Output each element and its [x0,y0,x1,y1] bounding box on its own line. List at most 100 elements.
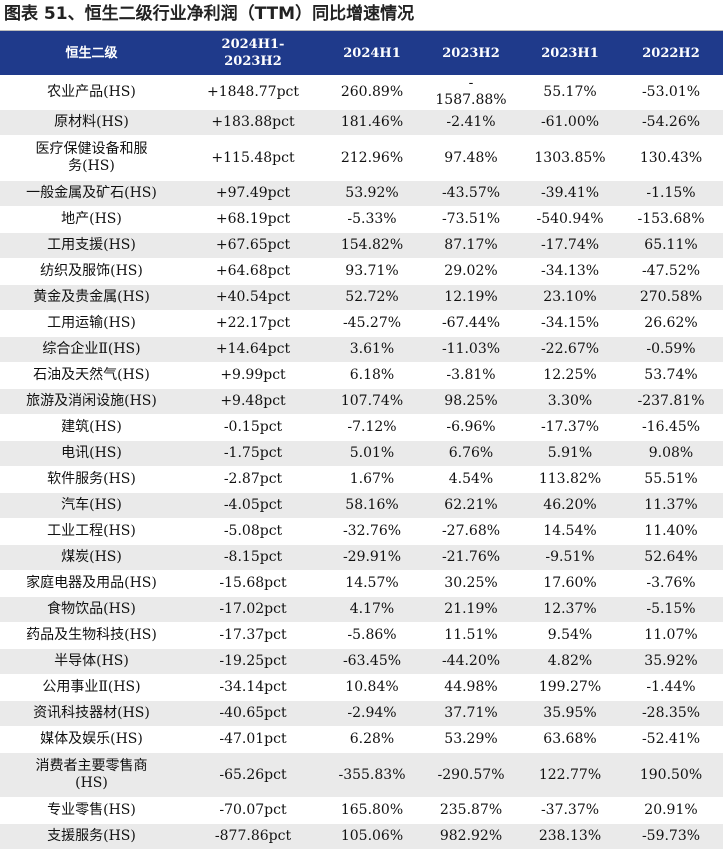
change-cell: +183.88pct [183,109,323,136]
value-2024h1-cell: -32.76% [323,518,421,545]
value-2023h1-cell: -61.00% [521,109,619,136]
growth-table: 恒生二级 2024H1- 2023H2 2024H1 2023H2 2023H1… [0,31,723,850]
value-2024h1-cell: 107.74% [323,388,421,415]
table-row: 支援服务(HS) -877.86pct 105.06% 982.92% 238.13% -… [0,823,723,850]
value-2023h1-cell: 14.54% [521,518,619,545]
value-2022h2-cell: -1.15% [619,180,723,207]
change-cell: -877.86pct [183,823,323,850]
value-2022h2-cell: -54.26% [619,109,723,136]
figure-title: 图表 51、恒生二级行业净利润（TTM）同比增速情况 [0,0,723,31]
value-2022h2-cell: 52.64% [619,544,723,571]
table-row: 食物饮品(HS) -17.02pct 4.17% 21.19% 12.37% -5.15% [0,596,723,623]
change-cell: -70.07pct [183,797,323,824]
table-row: 半导体(HS) -19.25pct -63.45% -44.20% 4.82% 35.92… [0,648,723,675]
value-2024h1-cell: -45.27% [323,310,421,337]
change-cell: -4.05pct [183,492,323,519]
value-2023h1-cell: 4.82% [521,648,619,675]
industry-cell: 纺织及服饰(HS) [0,258,183,285]
value-2024h1-cell: 58.16% [323,492,421,519]
value-2023h1-cell: -540.94% [521,206,619,233]
header-2022h2: 2022H2 [619,31,723,75]
table-row: 公用事业Ⅱ(HS) -34.14pct 10.84% 44.98% 199.27% -1.… [0,674,723,701]
table-row: 石油及天然气(HS) +9.99pct 6.18% -3.81% 12.25% 53.74… [0,362,723,389]
value-2023h2-cell: 12.19% [421,284,521,311]
table-row: 医疗保健设备和服 务(HS) +115.48pct 212.96% 97.48% 130… [0,135,723,181]
industry-cell: 药品及生物科技(HS) [0,622,183,649]
value-2022h2-cell: -1.44% [619,674,723,701]
value-2024h1-cell: 53.92% [323,180,421,207]
value-2022h2-cell: -52.41% [619,726,723,753]
value-2023h1-cell: 63.68% [521,726,619,753]
value-2022h2-cell: -16.45% [619,414,723,441]
value-2024h1-cell: 52.72% [323,284,421,311]
value-2023h2-cell: -44.20% [421,648,521,675]
value-2023h1-cell: -22.67% [521,336,619,363]
value-2024h1-cell: 181.46% [323,109,421,136]
table-row: 原材料(HS) +183.88pct 181.46% -2.41% -61.00% -54… [0,109,723,136]
table-row: 建筑(HS) -0.15pct -7.12% -6.96% -17.37% -16.45% [0,414,723,441]
value-2022h2-cell: 53.74% [619,362,723,389]
industry-cell: 专业零售(HS) [0,797,183,824]
change-cell: +1848.77pct [183,75,323,110]
value-2023h1-cell: -34.15% [521,310,619,337]
change-cell: +115.48pct [183,135,323,181]
change-cell: -47.01pct [183,726,323,753]
value-2023h2-cell: 29.02% [421,258,521,285]
value-2023h2-cell: -3.81% [421,362,521,389]
value-2022h2-cell: -3.76% [619,570,723,597]
value-2024h1-cell: 14.57% [323,570,421,597]
industry-cell: 工用运输(HS) [0,310,183,337]
industry-cell: 支援服务(HS) [0,823,183,850]
industry-cell: 旅游及消闲设施(HS) [0,388,183,415]
value-2022h2-cell: 35.92% [619,648,723,675]
header-2023h2: 2023H2 [421,31,521,75]
value-2022h2-cell: 11.37% [619,492,723,519]
value-2022h2-cell: -53.01% [619,75,723,110]
change-cell: -19.25pct [183,648,323,675]
value-2022h2-cell: 11.40% [619,518,723,545]
table-row: 药品及生物科技(HS) -17.37pct -5.86% 11.51% 9.54% 11.… [0,622,723,649]
value-2024h1-cell: 105.06% [323,823,421,850]
value-2023h1-cell: -17.74% [521,232,619,259]
value-2023h2-cell: 4.54% [421,466,521,493]
change-cell: -0.15pct [183,414,323,441]
table-row: 黄金及贵金属(HS) +40.54pct 52.72% 12.19% 23.10% 270… [0,284,723,311]
value-2024h1-cell: -355.83% [323,752,421,798]
value-2024h1-cell: 5.01% [323,440,421,467]
table-row: 专业零售(HS) -70.07pct 165.80% 235.87% -37.37% 20… [0,797,723,824]
change-cell: -65.26pct [183,752,323,798]
value-2023h2-cell: - 1587.88% [421,75,521,110]
header-row: 恒生二级 2024H1- 2023H2 2024H1 2023H2 2023H1… [0,31,723,75]
value-2024h1-cell: -63.45% [323,648,421,675]
industry-cell: 资讯科技器材(HS) [0,700,183,727]
industry-cell: 医疗保健设备和服 务(HS) [0,135,183,181]
value-2022h2-cell: -0.59% [619,336,723,363]
table-row: 煤炭(HS) -8.15pct -29.91% -21.76% -9.51% 52.64% [0,544,723,571]
value-2023h2-cell: 87.17% [421,232,521,259]
value-2023h1-cell: 9.54% [521,622,619,649]
change-cell: +9.99pct [183,362,323,389]
value-2023h2-cell: 98.25% [421,388,521,415]
value-2024h1-cell: 4.17% [323,596,421,623]
value-2022h2-cell: -5.15% [619,596,723,623]
value-2023h2-cell: 21.19% [421,596,521,623]
change-cell: +64.68pct [183,258,323,285]
value-2023h1-cell: 55.17% [521,75,619,110]
industry-cell: 煤炭(HS) [0,544,183,571]
industry-cell: 工用支援(HS) [0,232,183,259]
change-cell: +9.48pct [183,388,323,415]
value-2023h2-cell: -11.03% [421,336,521,363]
value-2023h2-cell: 982.92% [421,823,521,850]
value-2024h1-cell: 10.84% [323,674,421,701]
change-cell: +40.54pct [183,284,323,311]
table-row: 工业工程(HS) -5.08pct -32.76% -27.68% 14.54% 11.4… [0,518,723,545]
value-2023h2-cell: 30.25% [421,570,521,597]
value-2024h1-cell: 3.61% [323,336,421,363]
value-2023h1-cell: -9.51% [521,544,619,571]
value-2022h2-cell: 270.58% [619,284,723,311]
value-2023h1-cell: 199.27% [521,674,619,701]
value-2022h2-cell: -59.73% [619,823,723,850]
value-2023h1-cell: -39.41% [521,180,619,207]
value-2022h2-cell: 20.91% [619,797,723,824]
value-2022h2-cell: 55.51% [619,466,723,493]
